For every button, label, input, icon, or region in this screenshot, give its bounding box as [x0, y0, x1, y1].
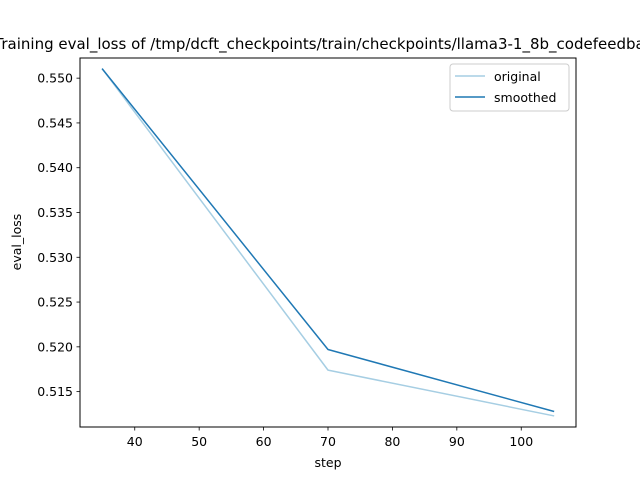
y-tick-label: 0.535	[37, 205, 73, 220]
y-tick-label: 0.540	[37, 160, 73, 175]
legend: original smoothed	[450, 64, 569, 111]
x-tick-label: 100	[509, 434, 533, 449]
x-tick-label: 70	[320, 434, 336, 449]
y-tick-label: 0.515	[37, 384, 73, 399]
y-tick-label: 0.520	[37, 339, 73, 354]
x-tick-label: 90	[449, 434, 465, 449]
legend-label-smoothed: smoothed	[494, 90, 556, 105]
y-tick-label: 0.530	[37, 250, 73, 265]
x-tick-label: 50	[191, 434, 207, 449]
y-axis-label: eval_loss	[9, 214, 24, 271]
legend-label-original: original	[494, 69, 541, 84]
x-tick-label: 80	[384, 434, 400, 449]
y-tick-label: 0.525	[37, 295, 73, 310]
x-tick-label: 60	[256, 434, 272, 449]
chart-title: Training eval_loss of /tmp/dcft_checkpoi…	[0, 35, 640, 54]
x-axis-label: step	[314, 455, 341, 470]
y-tick-label: 0.550	[37, 71, 73, 86]
y-tick-label: 0.545	[37, 115, 73, 130]
x-tick-label: 40	[127, 434, 143, 449]
